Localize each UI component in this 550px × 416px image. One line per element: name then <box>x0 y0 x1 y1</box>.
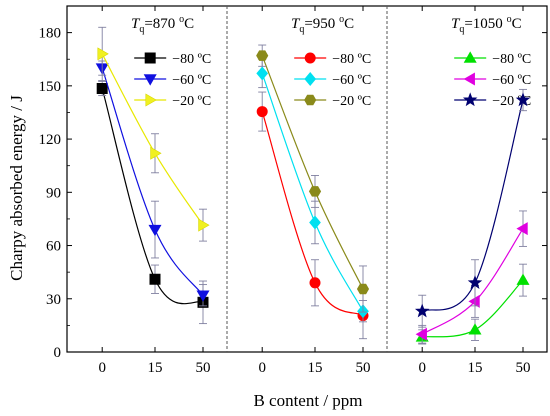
data-point <box>96 83 108 95</box>
y-tick-label: 180 <box>39 26 62 42</box>
x-tick-label: 15 <box>468 360 483 376</box>
data-point <box>198 218 210 232</box>
y-tick-label: 30 <box>46 292 61 308</box>
x-tick-label: 0 <box>418 360 426 376</box>
y-tick-label: 0 <box>54 345 62 361</box>
legend-entry: −60 ºC <box>134 73 211 88</box>
x-tick-label: 50 <box>356 360 371 376</box>
legend-label: −60 ºC <box>172 73 211 88</box>
panel-title: Tq=950 oC <box>291 14 354 35</box>
legend-marker <box>304 52 316 64</box>
legend-entry: −20 ºC <box>454 92 531 109</box>
series-curve <box>101 88 204 305</box>
legend-marker <box>304 94 317 106</box>
legend-marker <box>143 74 157 86</box>
data-point <box>468 294 480 308</box>
series-curve <box>101 67 204 296</box>
data-point <box>309 277 321 289</box>
data-point <box>149 273 161 285</box>
legend-label: −80 ºC <box>332 52 371 67</box>
legend-entry: −80 ºC <box>454 51 531 67</box>
data-point <box>256 50 269 61</box>
x-tick-label: 15 <box>308 360 323 376</box>
data-point <box>97 47 109 61</box>
series-1 <box>96 80 209 325</box>
legend-marker <box>304 72 317 86</box>
legend-label: −20 ºC <box>172 94 211 109</box>
legend-marker <box>463 72 475 86</box>
series-3 <box>256 44 370 313</box>
y-axis-label: Charpy absorbed energy / J <box>7 95 26 281</box>
legend-label: −60 ºC <box>492 73 531 88</box>
x-tick-label: 50 <box>516 360 531 376</box>
data-point <box>516 222 528 236</box>
data-point <box>515 92 531 107</box>
data-point <box>196 290 210 302</box>
x-tick-label: 50 <box>196 360 211 376</box>
panel-title: Tq=870 oC <box>131 14 194 35</box>
plot-frame <box>66 5 548 353</box>
legend-entry: −80 ºC <box>134 52 211 67</box>
panel-2: 0 15 50 Tq=950 oC −80 ºC −60 ºC −20 ºC <box>226 6 371 376</box>
data-point <box>356 283 370 295</box>
series-2 <box>415 210 528 344</box>
legend-marker <box>463 51 477 63</box>
y-tick-label: 90 <box>46 185 61 201</box>
series-curve <box>261 55 364 290</box>
x-tick-label: 0 <box>98 360 106 376</box>
legend-entry: −20 ºC <box>134 93 211 109</box>
series-curve <box>261 111 364 317</box>
x-axis-label: B content / ppm <box>253 391 362 410</box>
data-point <box>256 66 269 81</box>
data-point <box>516 273 530 285</box>
data-point <box>148 224 162 237</box>
panel-3: 0 15 50 Tq=1050 oC −80 ºC −60 ºC −20 ºC <box>386 6 531 376</box>
legend-marker <box>462 92 478 107</box>
legend-marker <box>145 93 157 107</box>
legend-label: −20 ºC <box>332 94 371 109</box>
legend-label: −80 ºC <box>172 52 211 67</box>
legend-label: −80 ºC <box>492 52 531 67</box>
legend-entry: −20 ºC <box>294 94 371 109</box>
data-point <box>308 186 322 197</box>
series-curve <box>421 99 524 312</box>
series-3 <box>97 26 210 242</box>
data-point <box>414 303 430 318</box>
legend-marker <box>144 52 156 64</box>
y-tick-label: 120 <box>39 132 62 148</box>
data-point <box>415 327 427 341</box>
data-point <box>150 146 162 160</box>
y-tick-label: 150 <box>39 79 62 95</box>
series-3 <box>414 88 531 328</box>
x-tick-label: 0 <box>258 360 266 376</box>
data-point <box>256 106 268 118</box>
panel-title: Tq=1050 oC <box>451 14 522 35</box>
data-point <box>309 215 321 230</box>
legend-entry: −60 ºC <box>454 72 531 88</box>
legend-entry: −60 ºC <box>294 72 371 88</box>
panel-1: 0 15 50 Tq=870 oC −80 ºC −60 ºC −20 ºC <box>95 6 211 376</box>
data-point <box>468 323 482 335</box>
legend-label: −60 ºC <box>332 73 371 88</box>
data-point <box>467 275 483 289</box>
series-2 <box>256 58 369 323</box>
y-tick-label: 60 <box>46 239 61 255</box>
legend-entry: −80 ºC <box>294 52 371 67</box>
x-tick-label: 15 <box>148 360 163 376</box>
